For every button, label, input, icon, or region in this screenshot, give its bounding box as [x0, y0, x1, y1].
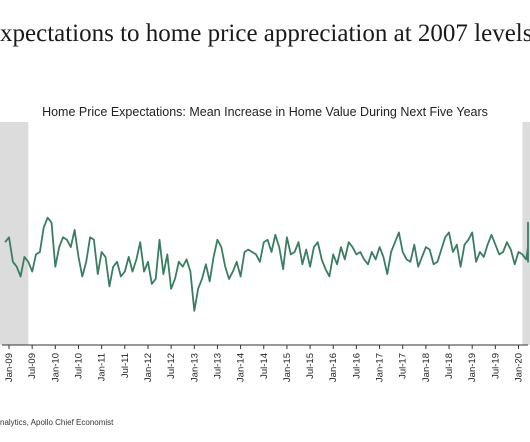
- x-tick-label: Jan-11: [97, 353, 108, 381]
- x-tick-label: Jul-13: [212, 353, 223, 379]
- x-tick-label: Jul-16: [351, 353, 362, 379]
- x-tick-label: Jul-14: [259, 353, 270, 379]
- series-line: [4, 216, 529, 312]
- x-tick-label: Jul-09: [27, 353, 38, 379]
- x-tick-label: Jul-17: [398, 353, 409, 379]
- x-tick-label: Jan-14: [236, 353, 247, 382]
- recession-band-2: [522, 122, 530, 345]
- x-tick-label: Jan-13: [189, 353, 200, 382]
- x-tick-label: Jan-19: [467, 353, 478, 382]
- x-tick-label: Jan-10: [50, 353, 61, 382]
- x-tick-label: Jan-12: [143, 353, 154, 382]
- x-tick-label: Jul-18: [444, 353, 455, 379]
- x-tick-label: Jan-15: [282, 353, 293, 382]
- x-tick-label: Jan-20: [514, 353, 525, 382]
- x-tick-label: Jan-17: [375, 353, 386, 382]
- x-tick-label: Jan-16: [328, 353, 339, 382]
- x-tick-label: Jul-10: [73, 353, 84, 379]
- page-headline: xpectations to home price appreciation a…: [0, 20, 530, 47]
- x-tick-label: Jan-18: [421, 353, 432, 382]
- recession-bands: [0, 122, 530, 345]
- x-tick-label: Jul-11: [120, 353, 131, 378]
- x-tick-label: Jul-12: [166, 353, 177, 379]
- chart-title: Home Price Expectations: Mean Increase i…: [42, 105, 488, 119]
- recession-band-1: [0, 122, 29, 345]
- x-tick-label: Jul-15: [305, 353, 316, 379]
- x-tick-label: Jan-09: [4, 353, 15, 382]
- x-tick-label: Jul-19: [490, 353, 501, 379]
- source-note: nalytics, Apollo Chief Economist: [0, 418, 114, 427]
- x-axis-ticks: Jan-09 Jul-09 Jan-10 Jul-10 Jan-11 Jul-11 Jan-…: [4, 345, 525, 382]
